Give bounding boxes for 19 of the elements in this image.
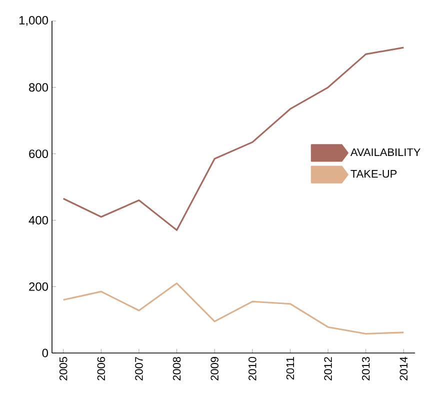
x-tick-label: 2013: [362, 357, 370, 380]
x-tick-label: 2012: [324, 357, 332, 380]
y-tick-label: 200: [29, 282, 48, 291]
x-tick-label: 2008: [172, 357, 181, 380]
y-tick-label: 600: [29, 150, 48, 158]
y-tick-label: 1,000: [19, 16, 48, 26]
x-tick-label: 2014: [400, 356, 408, 380]
x-tick-label: 2007: [135, 357, 143, 380]
legend-label: AVAILABILITY: [350, 148, 420, 156]
x-tick-label: 2009: [210, 357, 218, 380]
x-tick-label: 2005: [59, 356, 68, 380]
x-tick-label: 2010: [248, 356, 256, 380]
y-tick-label: 800: [29, 83, 48, 92]
line-series: [62, 282, 404, 335]
legend-label: TAKE-UP: [350, 170, 397, 178]
y-tick-label: 0: [42, 348, 48, 358]
x-tick-label: 2006: [97, 357, 106, 380]
y-tick-label: 400: [28, 216, 48, 224]
x-tick-label: 2011: [286, 357, 294, 380]
